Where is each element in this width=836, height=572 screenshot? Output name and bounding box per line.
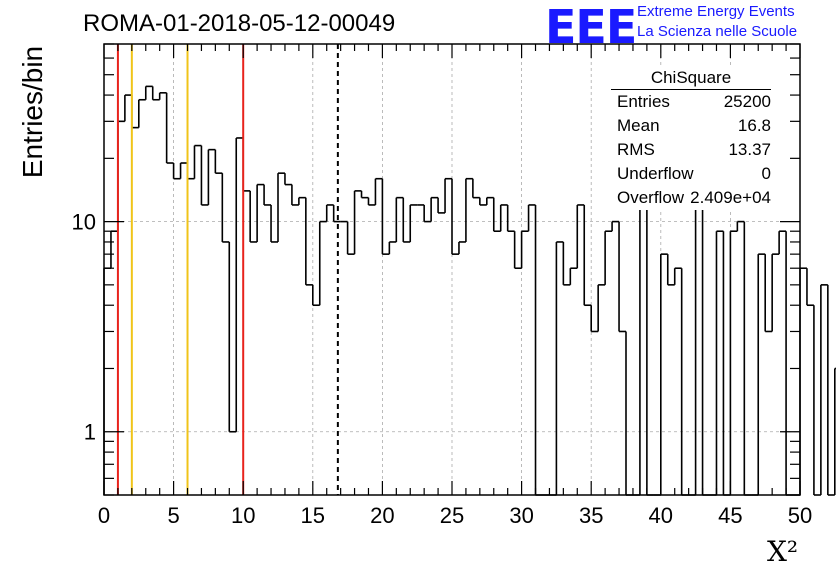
x-tick-label: 0 <box>98 503 110 528</box>
stats-value: 13.37 <box>728 140 771 159</box>
stats-value: 16.8 <box>737 116 771 135</box>
x-tick-label: 20 <box>370 503 394 528</box>
stats-value: 0 <box>761 164 771 183</box>
stats-key: Entries <box>617 92 670 111</box>
x-tick-label: 45 <box>718 503 742 528</box>
marker-lines <box>116 44 339 495</box>
logo-caption: Extreme Energy Events La Scienza nelle S… <box>637 2 797 42</box>
ticks <box>103 43 801 496</box>
x-tick-label: 35 <box>579 503 603 528</box>
x-tick-label: 40 <box>649 503 673 528</box>
y-tick-label: 10 <box>72 210 96 235</box>
tick-labels: 0 5 10 15 20 25 30 35 40 45 50 1 10 <box>72 210 813 528</box>
y-tick-label: 1 <box>84 420 96 445</box>
stats-box: ChiSquare Entries 25200 Mean 16.8 RMS 13… <box>611 66 771 210</box>
stats-key: Overflow <box>617 188 685 207</box>
stats-row-overflow: Overflow 2.409e+04 <box>611 186 771 210</box>
stats-key: Underflow <box>617 164 694 183</box>
x-tick-label: 25 <box>440 503 464 528</box>
stats-value: 2.409e+04 <box>690 188 771 207</box>
x-tick-label: 5 <box>167 503 179 528</box>
stats-value: 25200 <box>723 92 771 111</box>
eee-logo: EEE <box>545 0 637 54</box>
stats-row-entries: Entries 25200 <box>611 90 771 114</box>
stats-key: RMS <box>617 140 655 159</box>
logo-line-1: Extreme Energy Events <box>637 3 795 20</box>
stats-key: Mean <box>617 116 660 135</box>
x-tick-label: 15 <box>301 503 325 528</box>
x-axis-label: X² <box>767 535 798 568</box>
x-axis-label-text: X² <box>767 535 799 568</box>
logo-line-2: La Scienza nelle Scuole <box>637 23 798 40</box>
stats-title: ChiSquare <box>611 66 771 90</box>
x-tick-label: 10 <box>231 503 255 528</box>
stats-row-underflow: Underflow 0 <box>611 162 771 186</box>
stats-row-rms: RMS 13.37 <box>611 138 771 162</box>
x-tick-label: 30 <box>509 503 533 528</box>
x-tick-label: 50 <box>788 503 812 528</box>
stats-row-mean: Mean 16.8 <box>611 114 771 138</box>
y-axis-label: Entries/bin <box>17 45 48 179</box>
chart-title: ROMA-01-2018-05-12-00049 <box>83 10 396 37</box>
